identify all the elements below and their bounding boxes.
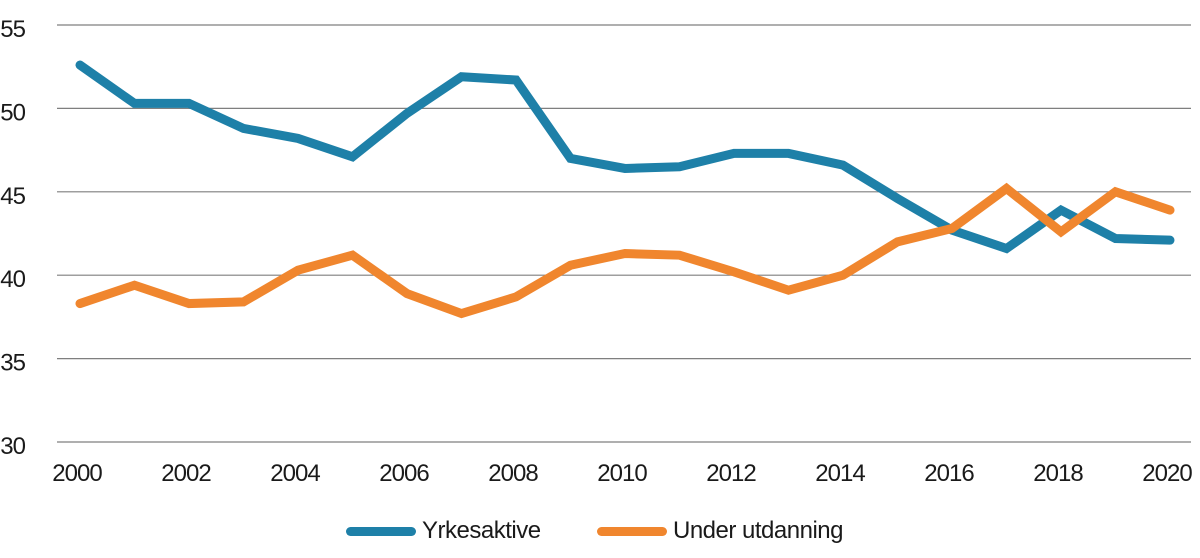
legend-label-yrkesaktive: Yrkesaktive — [422, 517, 541, 544]
legend-swatch-yrkesaktive — [346, 526, 416, 536]
legend-item-under-utdanning: Under utdanning — [597, 517, 843, 544]
y-axis-tick-label: 45 — [0, 183, 25, 210]
x-axis-tick-label: 2000 — [52, 460, 102, 487]
x-axis-tick-label: 2002 — [161, 460, 211, 487]
x-axis-tick-label: 2018 — [1033, 460, 1083, 487]
y-axis-tick-label: 50 — [0, 99, 25, 126]
x-axis-tick-label: 2004 — [270, 460, 320, 487]
x-axis-tick-label: 2010 — [597, 460, 647, 487]
legend: Yrkesaktive Under utdanning — [0, 517, 1200, 546]
legend-label-under-utdanning: Under utdanning — [673, 517, 843, 544]
legend-item-yrkesaktive: Yrkesaktive — [346, 517, 541, 544]
series-line-yrkesaktive — [75, 60, 1175, 254]
y-axis-tick-label: 35 — [0, 350, 25, 377]
x-axis-tick-label: 2020 — [1142, 460, 1192, 487]
x-axis-tick-label: 2012 — [706, 460, 756, 487]
y-axis-tick-label: 40 — [0, 266, 25, 293]
y-axis-tick-label: 55 — [0, 16, 25, 43]
x-axis-tick-label: 2014 — [815, 460, 865, 487]
x-axis-tick-label: 2016 — [924, 460, 974, 487]
legend-swatch-under-utdanning — [597, 526, 667, 536]
x-axis-tick-label: 2006 — [379, 460, 429, 487]
x-axis-tick-label: 2008 — [488, 460, 538, 487]
y-axis-tick-label: 30 — [0, 433, 25, 460]
series-line-under-utdanning — [75, 182, 1175, 319]
